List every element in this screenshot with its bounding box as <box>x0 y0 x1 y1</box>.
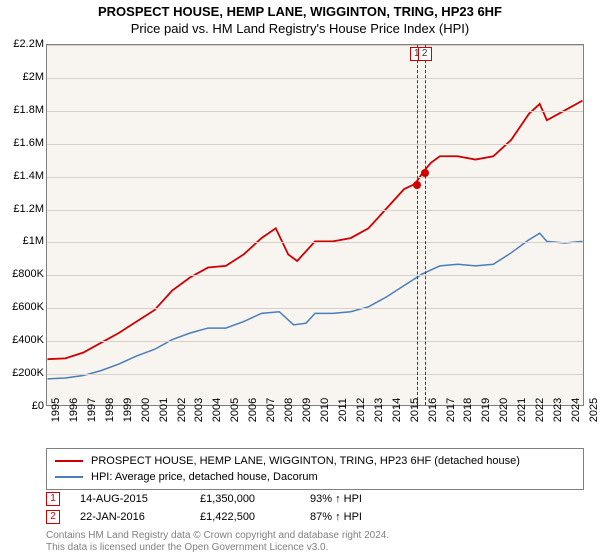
x-tick-label: 2004 <box>211 398 223 422</box>
y-tick-label: £600K <box>4 301 44 313</box>
event-price: £1,422,500 <box>200 511 290 523</box>
legend-swatch <box>55 460 83 462</box>
x-tick-label: 2001 <box>158 398 170 422</box>
y-tick-label: £2.2M <box>4 38 44 50</box>
x-tick-label: 2023 <box>552 398 564 422</box>
x-tick-label: 2000 <box>140 398 152 422</box>
gridline <box>47 78 583 79</box>
event-badge: 2 <box>46 510 60 524</box>
gridline <box>47 308 583 309</box>
gridline <box>47 341 583 342</box>
x-tick-label: 2008 <box>283 398 295 422</box>
y-tick-label: £1.2M <box>4 203 44 215</box>
x-tick-label: 2022 <box>534 398 546 422</box>
y-tick-label: £1.4M <box>4 170 44 182</box>
x-tick-label: 2015 <box>409 398 421 422</box>
marker-dot <box>421 169 429 177</box>
event-date: 22-JAN-2016 <box>80 511 180 523</box>
x-tick-label: 2013 <box>373 398 385 422</box>
footer: Contains HM Land Registry data © Crown c… <box>46 530 584 554</box>
event-delta: 87% ↑ HPI <box>310 511 400 523</box>
event-price: £1,350,000 <box>200 493 290 505</box>
x-tick-label: 2012 <box>355 398 367 422</box>
x-tick-label: 2018 <box>462 398 474 422</box>
marker-badge: 2 <box>418 47 432 61</box>
y-tick-label: £200K <box>4 367 44 379</box>
y-tick-label: £1.6M <box>4 137 44 149</box>
legend-row: PROSPECT HOUSE, HEMP LANE, WIGGINTON, TR… <box>55 453 575 469</box>
event-row: 1 14-AUG-2015 £1,350,000 93% ↑ HPI <box>46 490 584 508</box>
chart-title: PROSPECT HOUSE, HEMP LANE, WIGGINTON, TR… <box>0 4 600 19</box>
legend-label: HPI: Average price, detached house, Daco… <box>91 471 318 483</box>
marker-vline <box>425 45 426 405</box>
x-tick-label: 2003 <box>193 398 205 422</box>
gridline <box>47 45 583 46</box>
x-tick-label: 2006 <box>247 398 259 422</box>
gridline <box>47 111 583 112</box>
x-tick-label: 2016 <box>427 398 439 422</box>
legend-label: PROSPECT HOUSE, HEMP LANE, WIGGINTON, TR… <box>91 455 520 467</box>
footer-line-2: This data is licensed under the Open Gov… <box>46 542 584 554</box>
event-date: 14-AUG-2015 <box>80 493 180 505</box>
chart-container: PROSPECT HOUSE, HEMP LANE, WIGGINTON, TR… <box>0 0 600 560</box>
y-tick-label: £1M <box>4 235 44 247</box>
marker-vline <box>417 45 418 405</box>
gridline <box>47 144 583 145</box>
event-row: 2 22-JAN-2016 £1,422,500 87% ↑ HPI <box>46 508 584 526</box>
series-property <box>47 101 582 360</box>
y-tick-label: £800K <box>4 268 44 280</box>
x-tick-label: 2007 <box>265 398 277 422</box>
event-badge: 1 <box>46 492 60 506</box>
legend-row: HPI: Average price, detached house, Daco… <box>55 469 575 485</box>
gridline <box>47 210 583 211</box>
x-tick-label: 1996 <box>68 398 80 422</box>
x-tick-label: 1998 <box>104 398 116 422</box>
x-tick-label: 2005 <box>229 398 241 422</box>
x-tick-label: 2025 <box>588 398 600 422</box>
x-tick-label: 2021 <box>516 398 528 422</box>
marker-dot <box>413 181 421 189</box>
x-tick-label: 2002 <box>176 398 188 422</box>
chart-subtitle: Price paid vs. HM Land Registry's House … <box>0 21 600 36</box>
sale-events: 1 14-AUG-2015 £1,350,000 93% ↑ HPI 2 22-JAN-2… <box>46 490 584 526</box>
x-tick-label: 1997 <box>86 398 98 422</box>
event-delta: 93% ↑ HPI <box>310 493 400 505</box>
gridline <box>47 242 583 243</box>
y-tick-label: £400K <box>4 334 44 346</box>
series-hpi <box>47 233 582 379</box>
legend-swatch <box>55 476 83 478</box>
title-block: PROSPECT HOUSE, HEMP LANE, WIGGINTON, TR… <box>0 0 600 38</box>
x-tick-label: 2014 <box>391 398 403 422</box>
x-tick-label: 2017 <box>445 398 457 422</box>
line-layer <box>47 45 583 405</box>
x-tick-label: 2010 <box>319 398 331 422</box>
x-tick-label: 2009 <box>301 398 313 422</box>
gridline <box>47 177 583 178</box>
gridline <box>47 374 583 375</box>
x-tick-label: 2024 <box>570 398 582 422</box>
y-tick-label: £1.8M <box>4 104 44 116</box>
legend: PROSPECT HOUSE, HEMP LANE, WIGGINTON, TR… <box>46 448 584 490</box>
x-tick-label: 2011 <box>337 398 349 422</box>
gridline <box>47 275 583 276</box>
y-tick-label: £0 <box>4 400 44 412</box>
x-tick-label: 2019 <box>480 398 492 422</box>
plot-area: 12 <box>46 44 584 406</box>
x-tick-label: 2020 <box>498 398 510 422</box>
x-tick-label: 1999 <box>122 398 134 422</box>
x-tick-label: 1995 <box>50 398 62 422</box>
y-tick-label: £2M <box>4 71 44 83</box>
footer-line-1: Contains HM Land Registry data © Crown c… <box>46 530 584 542</box>
